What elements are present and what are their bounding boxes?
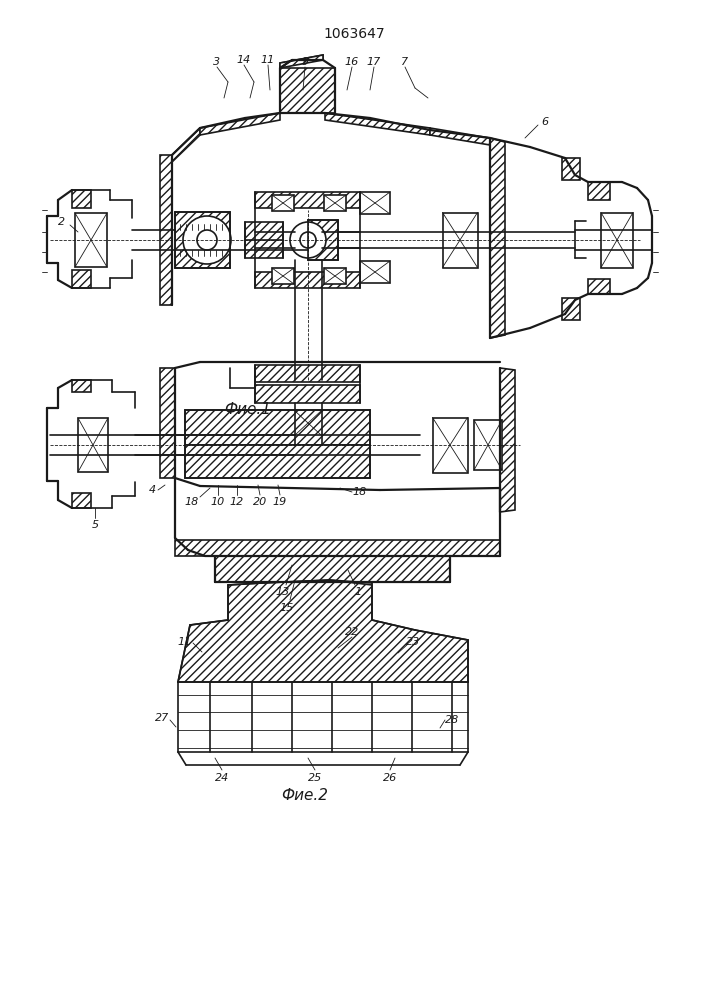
Text: 11: 11 bbox=[261, 55, 275, 65]
Text: 28: 28 bbox=[445, 715, 459, 725]
Polygon shape bbox=[172, 128, 200, 162]
Polygon shape bbox=[185, 445, 370, 478]
Bar bbox=[72, 270, 91, 288]
Text: 12: 12 bbox=[230, 497, 244, 507]
Polygon shape bbox=[200, 113, 280, 135]
Circle shape bbox=[300, 232, 316, 248]
Polygon shape bbox=[280, 68, 335, 113]
Bar bbox=[588, 182, 610, 200]
Text: 3: 3 bbox=[214, 57, 221, 67]
Polygon shape bbox=[160, 155, 172, 305]
Text: 20: 20 bbox=[253, 497, 267, 507]
Polygon shape bbox=[324, 268, 346, 284]
Polygon shape bbox=[490, 138, 505, 338]
Polygon shape bbox=[185, 410, 370, 445]
Text: 23: 23 bbox=[406, 637, 420, 647]
Polygon shape bbox=[280, 55, 323, 68]
Text: 10: 10 bbox=[211, 497, 225, 507]
Polygon shape bbox=[75, 213, 107, 267]
Polygon shape bbox=[360, 192, 390, 214]
Polygon shape bbox=[160, 368, 175, 478]
Circle shape bbox=[197, 230, 217, 250]
Polygon shape bbox=[430, 128, 490, 145]
Text: 17: 17 bbox=[367, 57, 381, 67]
Text: 16: 16 bbox=[345, 57, 359, 67]
Polygon shape bbox=[78, 418, 108, 472]
Polygon shape bbox=[474, 420, 502, 470]
Polygon shape bbox=[433, 418, 467, 473]
Text: 4: 4 bbox=[148, 485, 156, 495]
Text: 1: 1 bbox=[354, 587, 361, 597]
Polygon shape bbox=[280, 55, 323, 68]
Polygon shape bbox=[272, 195, 294, 211]
Bar bbox=[72, 190, 91, 208]
Polygon shape bbox=[295, 411, 321, 435]
Circle shape bbox=[290, 222, 326, 258]
Polygon shape bbox=[500, 368, 515, 512]
Text: 25: 25 bbox=[308, 773, 322, 783]
Bar bbox=[215, 556, 450, 582]
Polygon shape bbox=[443, 213, 477, 267]
Bar bbox=[562, 158, 580, 180]
Text: 18: 18 bbox=[185, 497, 199, 507]
Bar bbox=[175, 540, 500, 556]
Text: Фие.1: Фие.1 bbox=[225, 402, 271, 418]
Text: 6: 6 bbox=[542, 117, 549, 127]
Text: 26: 26 bbox=[383, 773, 397, 783]
Polygon shape bbox=[255, 365, 360, 382]
Text: 14: 14 bbox=[237, 55, 251, 65]
Text: 9: 9 bbox=[301, 57, 308, 67]
Bar bbox=[175, 212, 230, 268]
Bar bbox=[72, 380, 91, 392]
Polygon shape bbox=[272, 268, 294, 284]
Polygon shape bbox=[255, 192, 360, 208]
Text: 5: 5 bbox=[91, 520, 98, 530]
Polygon shape bbox=[601, 213, 633, 267]
Text: 22: 22 bbox=[345, 627, 359, 637]
Text: 2: 2 bbox=[59, 217, 66, 227]
Polygon shape bbox=[255, 385, 360, 403]
Text: 11: 11 bbox=[178, 637, 192, 647]
Polygon shape bbox=[360, 261, 390, 283]
Polygon shape bbox=[324, 195, 346, 211]
Polygon shape bbox=[255, 272, 360, 288]
Text: 7: 7 bbox=[402, 57, 409, 67]
Text: 24: 24 bbox=[215, 773, 229, 783]
Bar bbox=[588, 279, 610, 294]
Text: Фие.2: Фие.2 bbox=[281, 788, 329, 802]
Text: 15: 15 bbox=[280, 603, 294, 613]
Polygon shape bbox=[178, 580, 468, 682]
Text: 18: 18 bbox=[353, 487, 367, 497]
Text: 1063647: 1063647 bbox=[323, 27, 385, 41]
Bar bbox=[72, 493, 91, 508]
Bar bbox=[308, 220, 338, 260]
Circle shape bbox=[183, 216, 231, 264]
Text: 19: 19 bbox=[273, 497, 287, 507]
Polygon shape bbox=[325, 113, 430, 135]
Bar bbox=[562, 298, 580, 320]
Bar bbox=[245, 222, 283, 258]
Text: 13: 13 bbox=[276, 587, 290, 597]
Text: 27: 27 bbox=[155, 713, 169, 723]
